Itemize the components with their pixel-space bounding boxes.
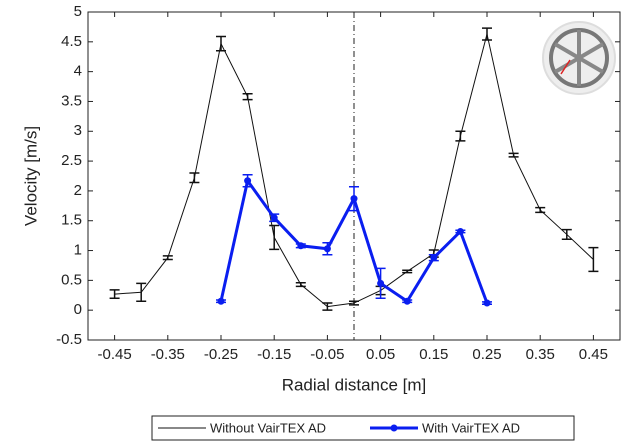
y-tick-label: 4.5 (61, 33, 82, 50)
error-bar (322, 302, 333, 311)
error-bar (242, 92, 253, 101)
x-tick-label: -0.15 (257, 346, 291, 363)
y-tick-label: 0.5 (61, 271, 82, 288)
x-tick-label: 0.45 (579, 346, 608, 363)
point (270, 214, 278, 222)
y-tick-label: 5 (74, 3, 82, 20)
x-tick-label: 0.25 (472, 346, 501, 363)
y-tick-label: 3 (74, 122, 82, 139)
point (297, 242, 305, 250)
error-bar (561, 228, 572, 240)
point (217, 297, 225, 305)
error-bar (162, 255, 173, 261)
error-bar (349, 300, 359, 306)
y-axis-label: Velocity [m/s] (21, 126, 40, 226)
error-bar (455, 130, 466, 142)
y-tick-label: 0 (74, 301, 82, 318)
x-tick-label: -0.35 (151, 346, 185, 363)
point (377, 279, 385, 287)
x-tick-label: 0.05 (366, 346, 395, 363)
legend-marker (390, 424, 398, 432)
point (430, 254, 438, 262)
legend-box (151, 415, 575, 441)
legend-label: Without VairTEX AD (210, 420, 326, 435)
error-bar (189, 172, 200, 184)
point (350, 195, 358, 203)
x-tick-label: -0.05 (310, 346, 344, 363)
inset-icon (542, 21, 616, 95)
error-bar (136, 282, 147, 302)
y-tick-label: 2 (74, 182, 82, 199)
y-tick-label: 1 (74, 242, 82, 259)
x-tick-label: 0.15 (419, 346, 448, 363)
point (403, 297, 411, 305)
x-tick-label: 0.35 (526, 346, 555, 363)
error-bar (402, 269, 413, 274)
y-tick-label: 3.5 (61, 92, 82, 109)
y-tick-label: 4 (74, 63, 82, 80)
error-bar (535, 206, 546, 214)
y-tick-label: 2.5 (61, 152, 82, 169)
x-tick-label: -0.45 (97, 346, 131, 363)
error-bar (295, 281, 306, 288)
error-bar (508, 152, 519, 158)
error-bar (109, 289, 120, 300)
error-bar (588, 246, 599, 273)
legend-label: With VairTEX AD (422, 420, 520, 435)
y-tick-label: -0.5 (56, 331, 82, 348)
error-bar (482, 27, 492, 41)
error-bar (269, 224, 280, 251)
point (323, 245, 331, 253)
x-axis-label: Radial distance [m] (282, 375, 427, 394)
point (456, 227, 464, 235)
error-bar (216, 35, 226, 52)
point (483, 299, 491, 307)
x-tick-label: -0.25 (204, 346, 238, 363)
y-tick-label: 1.5 (61, 212, 82, 229)
point (244, 177, 252, 185)
